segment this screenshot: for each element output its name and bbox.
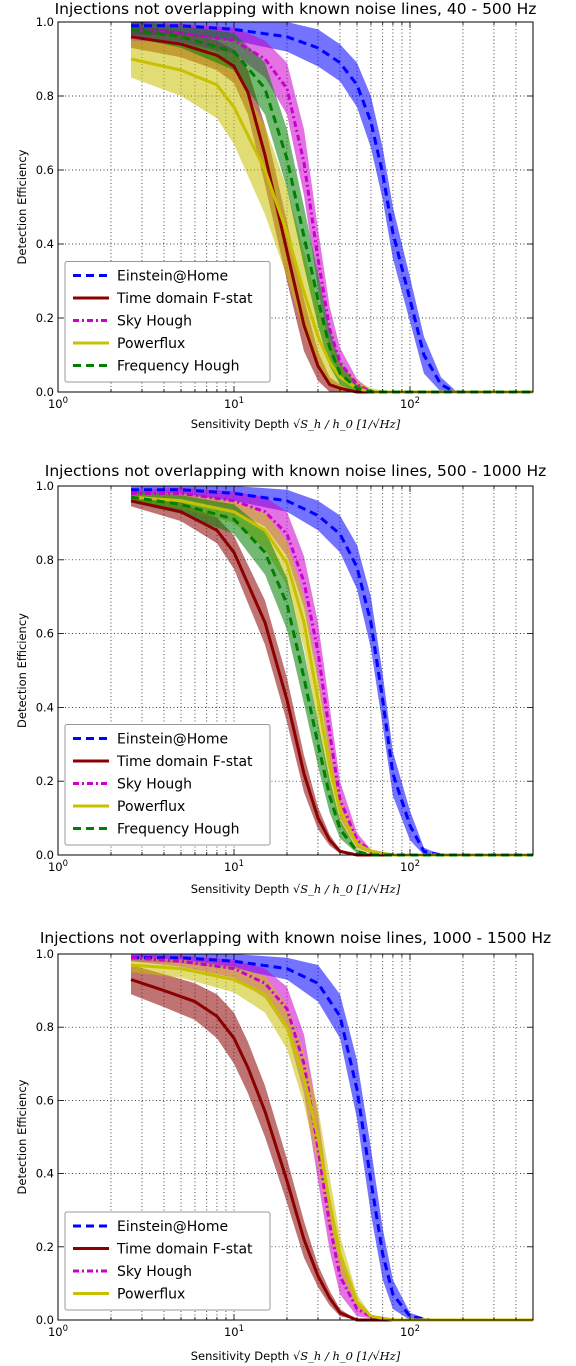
y-tick-label: 0.0	[36, 848, 54, 862]
line-powerflux	[130, 963, 533, 1322]
line-einstein-home	[131, 956, 533, 1322]
y-tick-label: 0.4	[36, 700, 54, 714]
y-tick-label: 0.2	[36, 311, 54, 325]
chart-panel-3: Injections not overlapping with known no…	[15, 929, 551, 1363]
x-axis-label: Sensitivity Depth √S_h / h_0 [1/√Hz]	[191, 882, 401, 896]
y-tick-label: 0.6	[36, 163, 54, 177]
grid	[58, 486, 533, 855]
y-axis-label: Detection Efficiency	[15, 613, 29, 728]
y-tick-label: 0.8	[36, 553, 54, 567]
x-axis-label: Sensitivity Depth √S_h / h_0 [1/√Hz]	[191, 417, 401, 431]
legend-box	[64, 261, 271, 383]
legend-label: Einstein@Home	[117, 732, 228, 748]
y-axis-label: Detection Efficiency	[15, 1079, 29, 1194]
y-tick-label: 1.0	[36, 479, 54, 493]
legend-label: Einstein@Home	[117, 269, 228, 285]
y-axis-label: Detection Efficiency	[15, 149, 29, 264]
x-tick-label: 101	[224, 859, 244, 874]
legend-box	[64, 724, 271, 846]
legend: Einstein@Home Time domain F-stat Sky Hough…	[64, 1211, 271, 1311]
line-frequency-hough	[130, 495, 533, 857]
legend-label: Sky Hough	[117, 1264, 192, 1280]
line-powerflux	[130, 495, 533, 857]
y-tick-label: 1.0	[36, 947, 54, 961]
y-tick-label: 0.4	[36, 1167, 54, 1181]
y-tick-label: 0.6	[36, 627, 54, 641]
y-tick-label: 0.2	[36, 774, 54, 788]
y-tick-label: 0.6	[36, 1093, 54, 1107]
y-tick-label: 0.8	[36, 89, 54, 103]
x-tick-label: 100	[48, 859, 68, 874]
chart-title: Injections not overlapping with known no…	[55, 0, 537, 18]
band-powerflux	[131, 40, 533, 392]
x-tick-label: 101	[224, 396, 244, 411]
line-time-domain-f-stat	[130, 35, 533, 394]
x-tick-label: 102	[400, 859, 420, 874]
legend-box	[64, 1211, 271, 1311]
x-tick-label: 100	[48, 1324, 68, 1339]
legend-label: Frequency Hough	[117, 359, 240, 375]
chart-title: Injections not overlapping with known no…	[45, 462, 546, 480]
band-sky-hough	[131, 954, 533, 1320]
legend-label: Time domain F-stat	[116, 291, 253, 307]
y-tick-label: 0.0	[36, 1313, 54, 1327]
line-einstein-home	[131, 24, 533, 394]
plot-frame	[57, 953, 534, 1321]
x-axis-label: Sensitivity Depth √S_h / h_0 [1/√Hz]	[191, 1349, 401, 1363]
legend-label: Sky Hough	[117, 314, 192, 330]
x-tick-label: 102	[400, 396, 420, 411]
legend-label: Time domain F-stat	[116, 1242, 253, 1258]
legend-label: Frequency Hough	[117, 822, 240, 838]
line-sky-hough	[130, 956, 533, 1322]
y-tick-label: 0.8	[36, 1020, 54, 1034]
y-tick-label: 0.4	[36, 237, 54, 251]
y-tick-label: 0.2	[36, 1240, 54, 1254]
x-tick-label: 100	[48, 396, 68, 411]
ticks	[57, 21, 534, 393]
x-tick-label: 102	[400, 1324, 420, 1339]
plot-frame	[57, 485, 534, 856]
legend-label: Time domain F-stat	[116, 754, 253, 770]
legend-label: Powerflux	[117, 799, 185, 815]
chart-panel-1: Injections not overlapping with known no…	[15, 0, 536, 431]
line-sky-hough	[131, 491, 533, 857]
legend-label: Powerflux	[117, 336, 185, 352]
chart-panel-2: Injections not overlapping with known no…	[15, 462, 546, 896]
legend: Einstein@Home Time domain F-stat Sky Hough…	[64, 261, 271, 383]
legend-label: Sky Hough	[117, 777, 192, 793]
ticks	[57, 953, 534, 1321]
y-tick-label: 0.0	[36, 385, 54, 399]
y-tick-label: 1.0	[36, 15, 54, 29]
chart-title: Injections not overlapping with known no…	[40, 929, 551, 947]
legend: Einstein@Home Time domain F-stat Sky Hough…	[64, 724, 271, 846]
legend-label: Powerflux	[117, 1287, 185, 1303]
legend-label: Einstein@Home	[117, 1219, 228, 1235]
line-time-domain-f-stat	[130, 978, 533, 1322]
band-time-domain-f-stat	[131, 965, 533, 1320]
band-sky-hough	[131, 22, 533, 392]
ticks	[57, 485, 534, 856]
plot-frame	[57, 21, 534, 393]
x-tick-label: 101	[224, 1324, 244, 1339]
